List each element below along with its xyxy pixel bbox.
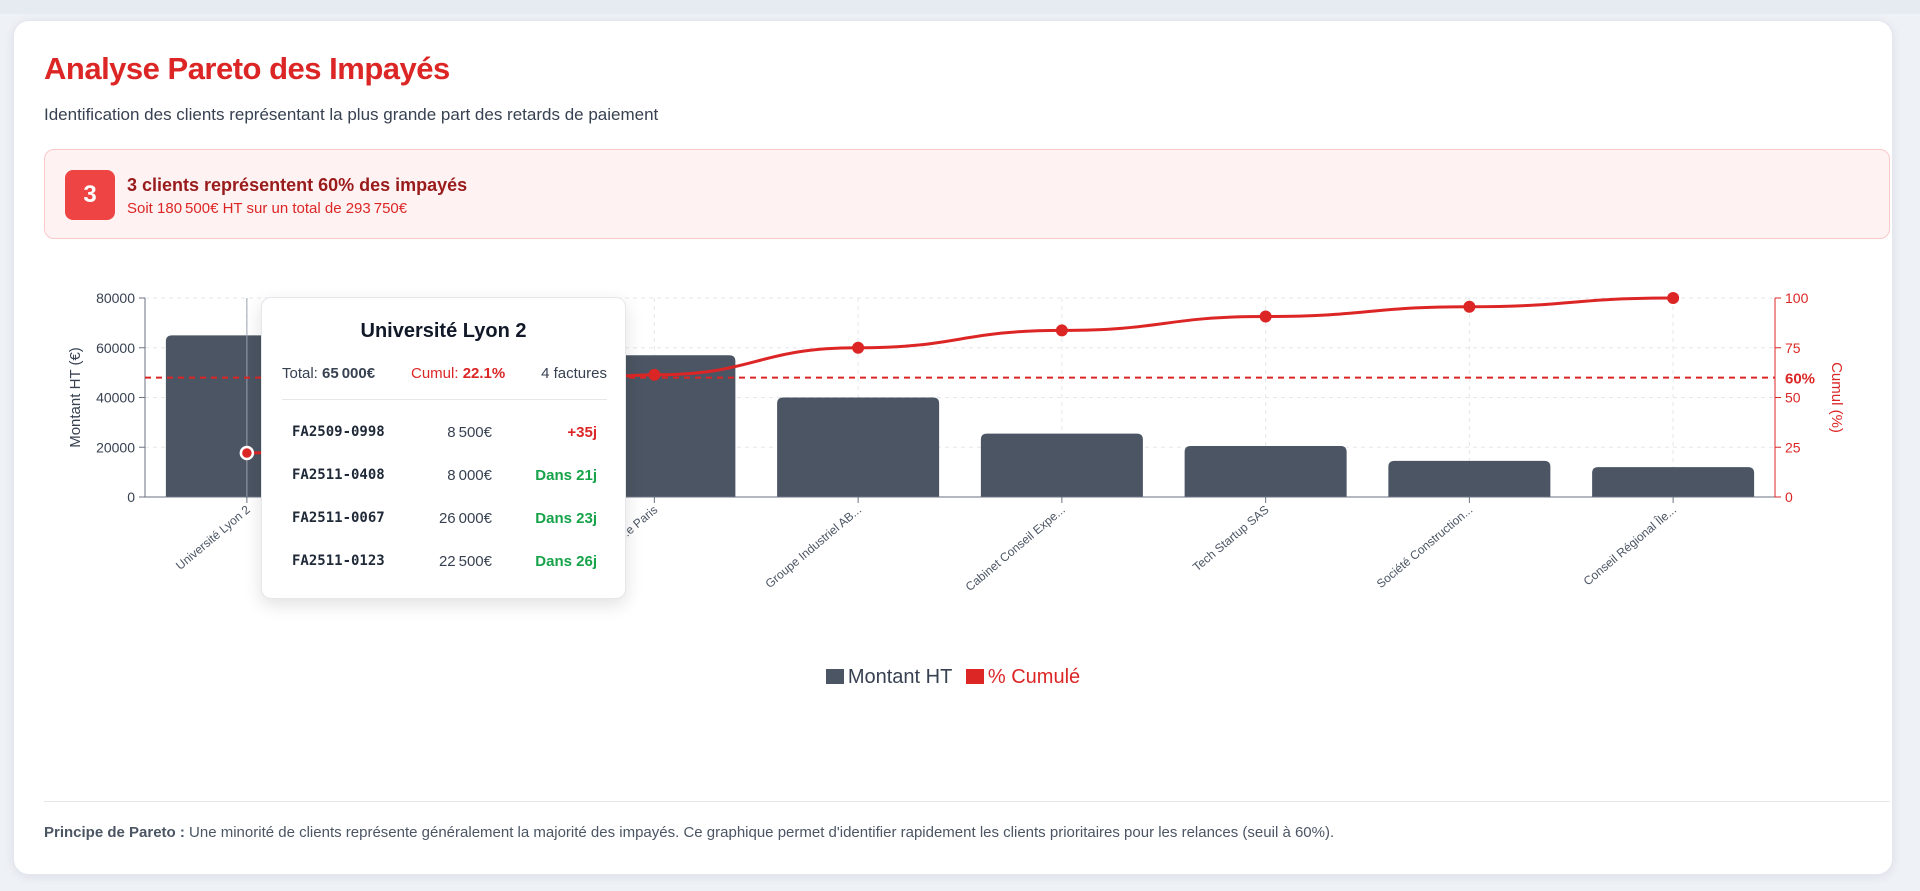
invoice-id: FA2511-0408: [292, 467, 385, 483]
tooltip-total-value: 65 000€: [322, 365, 376, 382]
alert-count-badge: 3: [65, 170, 115, 220]
cumulative-point: [1055, 324, 1068, 337]
y2-axis-title: Cumul (%): [1828, 362, 1845, 433]
chart-bar: [1592, 467, 1755, 497]
chart-bar: [980, 433, 1143, 497]
y-tick-label: 40000: [96, 390, 135, 406]
x-tick-label: Université Lyon 2: [173, 502, 253, 572]
invoice-id: FA2509-0998: [292, 424, 385, 440]
chart-bar: [1184, 446, 1347, 497]
footer-note: Principe de Pareto : Une minorité de cli…: [44, 824, 1890, 841]
invoice-due: Dans 21j: [535, 467, 597, 484]
x-tick-label: Groupe Industriel AB...: [763, 503, 864, 591]
tooltip-invoice-row: FA2511-0067 26 000€ Dans 23j: [292, 510, 597, 530]
x-tick-label: Société Construction...: [1374, 503, 1475, 591]
invoice-amount: 22 500€: [438, 553, 492, 570]
tooltip-divider: [282, 399, 607, 400]
page-subtitle: Identification des clients représentant …: [44, 105, 659, 124]
invoice-due: Dans 26j: [535, 553, 597, 570]
pareto-alert: 3 3 clients représentent 60% des impayés…: [44, 149, 1890, 239]
invoice-amount: 8 500€: [447, 424, 492, 441]
tooltip-cumul-value: 22.1%: [462, 365, 506, 382]
y-tick-label: 80000: [96, 290, 135, 306]
cumulative-point: [852, 341, 865, 354]
tooltip-invoice-count: 4 factures: [541, 365, 607, 382]
x-tick-label: Cabinet Conseil Expe...: [963, 503, 1068, 594]
legend-swatch-line: [965, 669, 984, 685]
chart-legend: Montant HT % Cumulé: [14, 666, 1892, 692]
chart-bar: [777, 397, 940, 497]
invoice-amount: 26 000€: [438, 510, 492, 527]
tooltip-invoice-row: FA2511-0123 22 500€ Dans 26j: [292, 553, 597, 573]
legend-item-cumul[interactable]: % Cumulé: [965, 666, 1081, 689]
tooltip-total: Total: 65 000€: [282, 365, 375, 382]
threshold-label: 60%: [1785, 371, 1815, 388]
cumulative-point: [1667, 292, 1680, 304]
y-axis-title: Montant HT (€): [67, 347, 84, 448]
pareto-card: Analyse Pareto des Impayés Identificatio…: [13, 20, 1893, 875]
tooltip-invoice-row: FA2509-0998 8 500€ +35j: [292, 424, 597, 444]
legend-swatch-bar: [825, 669, 844, 685]
x-tick-label: Tech Startup SAS: [1190, 503, 1272, 575]
y2-tick-label: 75: [1785, 340, 1801, 356]
chart-tooltip: Université Lyon 2 Total: 65 000€ Cumul: …: [261, 297, 626, 599]
tooltip-cumul-label: Cumul:: [411, 365, 459, 382]
tooltip-cumul: Cumul: 22.1%: [411, 365, 505, 382]
footer-text: Une minorité de clients représente génér…: [184, 824, 1335, 841]
y2-tick-label: 50: [1785, 390, 1801, 406]
legend-item-montant[interactable]: Montant HT: [825, 666, 953, 689]
y-tick-label: 60000: [96, 340, 135, 356]
legend-label-montant: Montant HT: [847, 666, 953, 689]
y2-tick-label: 100: [1785, 290, 1809, 306]
y-tick-label: 0: [127, 489, 135, 505]
page-title: Analyse Pareto des Impayés: [44, 51, 450, 86]
invoice-due: +35j: [567, 424, 597, 441]
tooltip-total-label: Total:: [282, 365, 318, 382]
invoice-id: FA2511-0123: [292, 553, 385, 569]
y-tick-label: 20000: [96, 439, 135, 455]
tooltip-stats: Total: 65 000€ Cumul: 22.1% 4 factures: [282, 365, 607, 385]
invoice-amount: 8 000€: [447, 467, 492, 484]
chart-bar: [1388, 460, 1551, 497]
cumulative-point-active: [239, 445, 255, 461]
tooltip-invoice-row: FA2511-0408 8 000€ Dans 21j: [292, 467, 597, 487]
footer-label: Principe de Pareto :: [44, 824, 185, 841]
alert-title: 3 clients représentent 60% des impayés: [127, 175, 468, 195]
cumulative-point: [648, 368, 661, 381]
y2-tick-label: 25: [1785, 439, 1801, 455]
x-tick-label: Conseil Régional Île...: [1580, 502, 1679, 589]
cumulative-point: [1463, 300, 1476, 313]
tooltip-title: Université Lyon 2: [360, 320, 527, 342]
top-strip: [0, 0, 1920, 14]
y2-tick-label: 0: [1785, 489, 1793, 505]
invoice-id: FA2511-0067: [292, 510, 385, 526]
legend-label-cumul: % Cumulé: [987, 666, 1081, 689]
alert-subtitle: Soit 180 500€ HT sur un total de 293 750…: [127, 200, 408, 217]
invoice-due: Dans 23j: [535, 510, 597, 527]
cumulative-point: [1259, 310, 1272, 323]
footer-divider: [44, 801, 1890, 802]
